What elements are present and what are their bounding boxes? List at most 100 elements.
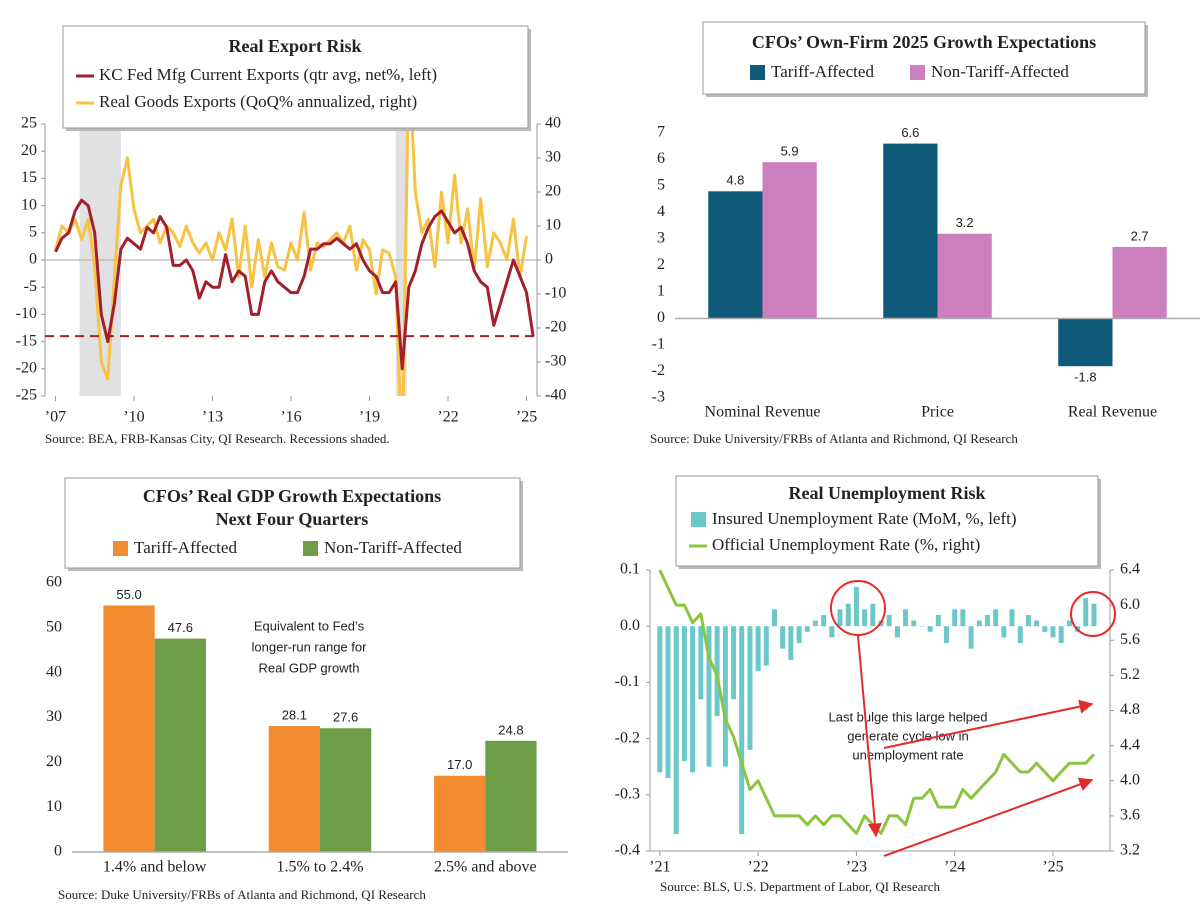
bar <box>821 614 827 627</box>
bar <box>103 605 155 852</box>
value-label: 47.6 <box>168 620 193 635</box>
y-tick-label: -30 <box>545 353 566 370</box>
bar <box>837 609 843 627</box>
bar <box>911 620 917 627</box>
x-tick-label: ’22 <box>437 409 458 426</box>
x-tick-label: ’19 <box>359 409 380 426</box>
bar <box>690 626 696 773</box>
y-tick-label: 15 <box>21 169 37 186</box>
y-tick-label: -10 <box>16 305 37 322</box>
x-tick-label: Real Revenue <box>1068 404 1157 421</box>
bar <box>1058 318 1113 367</box>
legend-box <box>64 477 521 569</box>
bar <box>927 626 933 632</box>
y-tick-label: -0.1 <box>615 673 640 690</box>
bar <box>976 620 982 627</box>
bar <box>935 614 941 627</box>
bar <box>714 626 720 717</box>
y-tick-label: -10 <box>545 285 566 302</box>
arrow <box>857 635 882 838</box>
value-label: 28.1 <box>282 707 307 722</box>
value-label: -1.8 <box>1074 370 1096 385</box>
bar <box>937 233 992 319</box>
y-tick-label: -40 <box>545 387 566 404</box>
source-note: Source: Duke University/FRBs of Atlanta … <box>650 431 1018 446</box>
y-tick-label: 40 <box>46 663 62 680</box>
bar <box>853 586 859 627</box>
source-note: Source: BLS, U.S. Department of Labor, Q… <box>660 879 940 894</box>
bar <box>731 626 737 700</box>
arrow <box>883 777 1094 857</box>
chart-subtitle: Next Four Quarters <box>216 509 369 529</box>
bar <box>268 726 320 852</box>
bar <box>1083 598 1089 627</box>
chart-title: Real Export Risk <box>228 36 361 56</box>
y-tick-label: -25 <box>16 387 37 404</box>
y-tick-label: 3.2 <box>1120 842 1140 859</box>
bar <box>1042 626 1048 632</box>
y-tick-label: 4.8 <box>1120 701 1140 718</box>
bar <box>434 775 486 852</box>
bar <box>993 609 999 627</box>
bar <box>1034 620 1040 627</box>
legend-swatch <box>113 541 128 556</box>
bar <box>870 603 876 627</box>
bar <box>708 191 763 319</box>
bar <box>1112 246 1167 319</box>
chart-title: CFOs’ Own-Firm 2025 Growth Expectations <box>752 32 1096 52</box>
x-tick-label: Nominal Revenue <box>705 404 821 421</box>
y-tick-label: 10 <box>21 196 37 213</box>
x-tick-label: 1.4% and below <box>103 859 207 876</box>
y-tick-label: 5 <box>29 223 37 240</box>
bar <box>1001 626 1007 638</box>
arrow <box>883 699 1094 749</box>
chart-panel: 0 10 20 30 40 50 60 1.4% and below 55.0 47.6 1.5% … <box>46 477 568 902</box>
bar <box>812 620 818 627</box>
highlight-circle <box>830 580 886 636</box>
bar <box>984 614 990 627</box>
bar <box>829 626 835 638</box>
legend-label: Official Unemployment Rate (%, right) <box>712 535 980 554</box>
y-tick-label: 10 <box>46 798 62 815</box>
x-tick-label: 2.5% and above <box>434 859 537 876</box>
y-tick-label: 40 <box>545 115 561 132</box>
bar <box>960 609 966 627</box>
highlight-circle <box>1070 591 1116 637</box>
y-tick-label: 20 <box>545 183 561 200</box>
legend-label: Non-Tariff-Affected <box>931 62 1069 81</box>
chart-title: Real Unemployment Risk <box>789 483 986 503</box>
y-tick-label: -0.4 <box>615 842 640 859</box>
series-line <box>54 198 535 371</box>
bar <box>154 638 206 852</box>
y-tick-label: 6.0 <box>1120 596 1140 613</box>
value-label: 4.8 <box>726 173 744 188</box>
y-tick-label: -1 <box>652 336 665 353</box>
legend-box <box>62 25 529 129</box>
y-tick-label: -2 <box>652 362 665 379</box>
x-tick-label: ’25 <box>1042 859 1063 876</box>
x-tick-label: ’07 <box>45 409 66 426</box>
legend-box <box>702 21 1146 95</box>
annotation: longer-run range for <box>252 639 368 654</box>
y-tick-label: 60 <box>46 574 62 591</box>
y-tick-label: 5.6 <box>1120 631 1140 648</box>
value-label: 55.0 <box>116 587 141 602</box>
bar <box>1066 620 1072 627</box>
bar <box>673 626 679 835</box>
bar <box>762 162 817 319</box>
y-tick-label: 4.4 <box>1120 736 1140 753</box>
y-tick-label: 5.2 <box>1120 666 1140 683</box>
chart-title: CFOs’ Real GDP Growth Expectations <box>143 486 441 506</box>
x-tick-label: ’22 <box>747 859 768 876</box>
y-tick-label: -0.2 <box>615 729 640 746</box>
legend-label: Tariff-Affected <box>771 62 874 81</box>
y-tick-label: 0 <box>657 309 665 326</box>
x-tick-label: ’13 <box>202 409 223 426</box>
value-label: 24.8 <box>498 722 523 737</box>
bar <box>1009 609 1015 627</box>
value-label: 17.0 <box>447 757 472 772</box>
bar <box>747 626 753 750</box>
bar <box>1058 626 1064 644</box>
bar <box>320 728 372 852</box>
value-label: 6.6 <box>901 125 919 140</box>
